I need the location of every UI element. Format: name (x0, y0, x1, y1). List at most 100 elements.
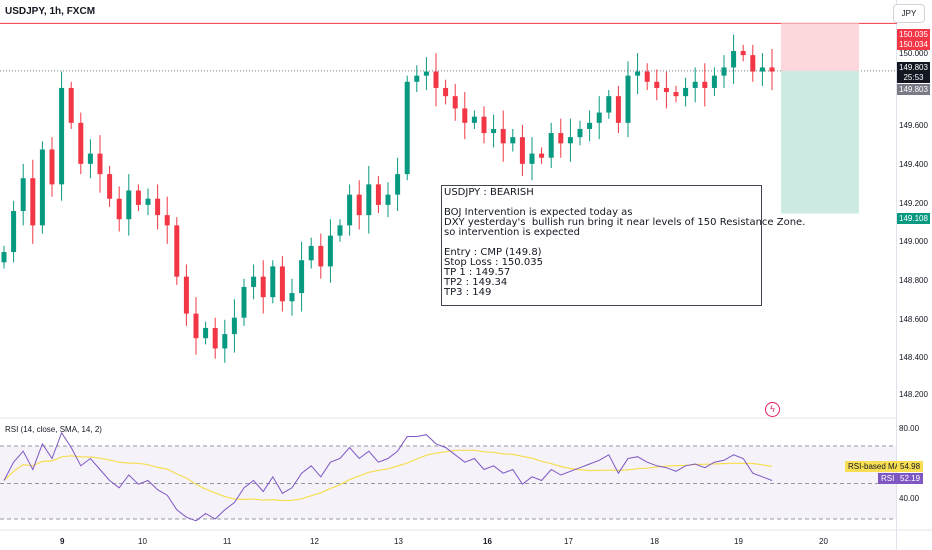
candle (299, 260, 305, 294)
countdown-tag: 25:53 (897, 72, 930, 83)
candle (337, 225, 343, 236)
price-axis-label: 149.200 (899, 199, 928, 208)
candle (78, 122, 84, 164)
price-axis-label: 148.600 (899, 315, 928, 324)
candle (539, 153, 545, 158)
candle (529, 153, 535, 164)
candle (625, 75, 631, 123)
candle (615, 96, 621, 123)
candle (193, 313, 199, 339)
candle (241, 286, 247, 318)
candle (222, 334, 228, 349)
candle (366, 184, 372, 216)
candle (59, 87, 65, 185)
candle (279, 266, 285, 302)
candle (251, 276, 257, 287)
annotation-line1: BOJ Intervention is expected today as (444, 207, 633, 218)
candle (423, 71, 429, 76)
rsi-band (0, 446, 896, 519)
annotation-entry: Entry : CMP (149.8) (444, 247, 542, 258)
candle (663, 87, 669, 93)
candle (212, 327, 218, 349)
price-axis-label: 149.600 (899, 121, 928, 130)
annotation-heading: USDJPY : BEARISH (444, 187, 534, 198)
candle (654, 81, 660, 88)
candle (49, 149, 55, 185)
time-axis-label: 10 (138, 537, 147, 546)
time-axis-label: 13 (394, 537, 403, 546)
target-price-tag: 149.108 (897, 213, 930, 224)
candle (721, 67, 727, 76)
price-axis-label: 148.400 (899, 353, 928, 362)
rsi-ma-line (3, 449, 773, 502)
price-axis-label: 149.000 (899, 237, 928, 246)
lightning-icon[interactable]: ϟ (765, 402, 780, 417)
candle (135, 190, 141, 205)
rsi-ma-value: 54.98 (897, 461, 924, 472)
candle (97, 153, 103, 175)
candle (548, 133, 554, 158)
candle (519, 137, 525, 164)
stop-lower-tag: 150.034 (897, 39, 930, 50)
stop-loss-zone (781, 23, 859, 71)
rsi-value: 52.19 (897, 473, 924, 484)
price-axis-label: 149.400 (899, 160, 928, 169)
candle (87, 153, 93, 164)
time-axis-label: 19 (734, 537, 743, 546)
candle (203, 327, 209, 339)
candle (11, 211, 17, 253)
candle (500, 128, 506, 144)
candle (443, 87, 449, 97)
time-axis-label: 20 (819, 537, 828, 546)
candle (174, 225, 180, 277)
entry-price-tag: 149.803 (897, 84, 930, 95)
trade-annotation[interactable]: USDJPY : BEARISH BOJ Intervention is exp… (441, 185, 806, 306)
candle (107, 174, 113, 199)
candle (20, 178, 26, 212)
candle (116, 198, 122, 220)
candle (39, 149, 45, 226)
candle (740, 51, 746, 56)
candle (1, 252, 7, 263)
annotation-stop: Stop Loss : 150.035 (444, 257, 543, 268)
rsi-line (3, 431, 773, 522)
candle (711, 75, 717, 88)
candle (260, 276, 266, 298)
candle (491, 128, 497, 134)
candle (155, 198, 161, 216)
annotation-line2: DXY yesterday's bullish run bring it nea… (444, 217, 806, 228)
candle (759, 67, 765, 72)
current-price-tag: 149.803 (897, 62, 930, 73)
candle (596, 112, 602, 123)
time-axis-label: 18 (650, 537, 659, 546)
candle (395, 174, 401, 195)
candle (183, 276, 189, 314)
candle (692, 81, 698, 88)
candle (356, 194, 362, 216)
candle (126, 190, 132, 220)
candle (558, 133, 564, 144)
candle (510, 137, 516, 144)
candle (30, 178, 36, 226)
candle (673, 92, 679, 97)
candle (606, 96, 612, 113)
annotation-tp2: TP2 : 149.34 (444, 277, 508, 288)
candle (587, 122, 593, 129)
candle (567, 137, 573, 144)
candle (577, 128, 583, 138)
candle (68, 87, 74, 123)
time-axis-label: 11 (223, 537, 232, 546)
time-axis-label: 9 (60, 537, 65, 546)
candle (462, 108, 468, 123)
currency-button[interactable]: JPY (893, 4, 925, 23)
annotation-line3: so intervention is expected (444, 227, 581, 238)
time-axis-label: 16 (483, 537, 492, 546)
candle (683, 87, 689, 97)
price-axis-label: 148.200 (899, 390, 928, 399)
take-profit-zone (781, 70, 859, 214)
candle (635, 71, 641, 76)
candle (404, 81, 410, 175)
candle (231, 317, 237, 335)
rsi-axis-top: 80.00 (899, 424, 920, 433)
